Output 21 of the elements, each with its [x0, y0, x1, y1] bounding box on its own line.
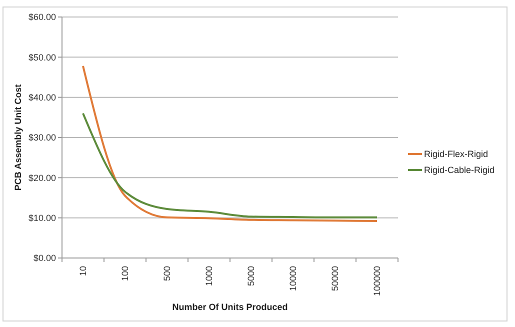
line-series — [82, 65, 378, 222]
y-tick-label: $20.00 — [28, 172, 56, 183]
legend-label: Rigid-Cable-Rigid — [424, 165, 495, 176]
x-tick-label: 1000 — [204, 266, 214, 286]
x-axis-title: Number Of Units Produced — [172, 302, 288, 312]
x-tick-label: 50000 — [330, 266, 340, 292]
x-tick-label: 100 — [120, 266, 130, 282]
x-tick-label: 5000 — [246, 266, 256, 286]
y-tick-label: $30.00 — [28, 132, 56, 143]
line-series — [82, 112, 378, 218]
x-tick-label: 10000 — [288, 266, 298, 292]
x-tick-label: 500 — [162, 266, 172, 282]
y-tick-label: $10.00 — [28, 212, 56, 223]
x-tick-label: 10 — [78, 266, 88, 276]
y-tick-label: $50.00 — [28, 52, 56, 62]
legend-label: Rigid-Flex-Rigid — [424, 149, 488, 160]
y-tick-label: $0.00 — [33, 253, 56, 264]
y-axis-title: PCB Assembly Unit Cost — [13, 84, 23, 191]
x-tick-label: 100000 — [372, 266, 382, 296]
y-tick-label: $60.00 — [28, 12, 56, 22]
y-tick-label: $40.00 — [28, 92, 56, 102]
